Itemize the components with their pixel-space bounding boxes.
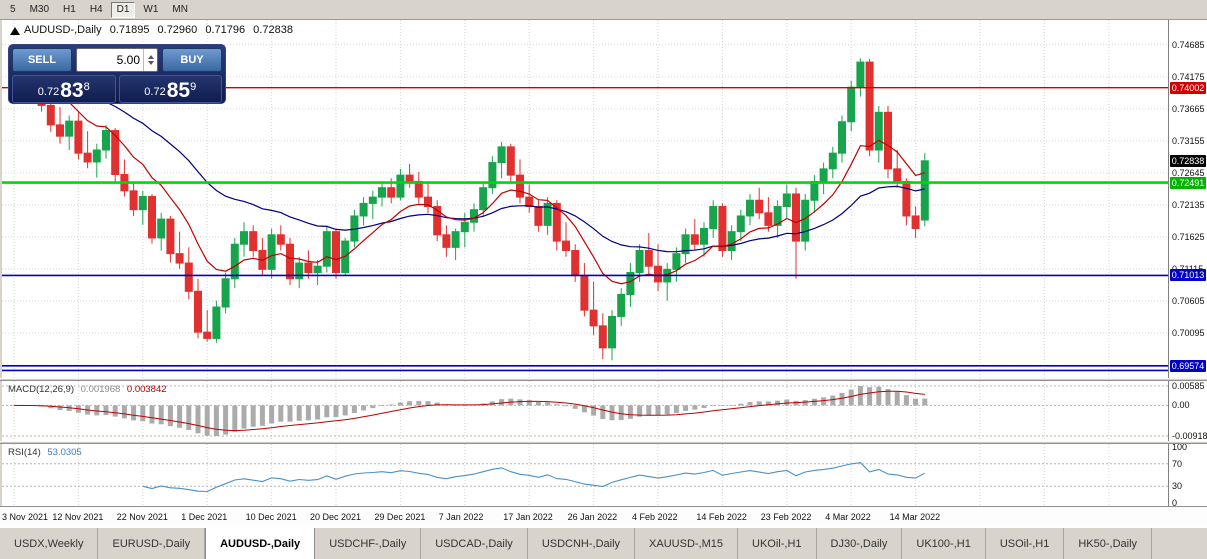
price-line-badge: 0.72838 — [1170, 154, 1206, 167]
buy-price-big: 85 — [166, 79, 191, 102]
chart-tab-ukoil-h1[interactable]: UKOil-,H1 — [738, 528, 817, 559]
chart-canvas[interactable] — [2, 20, 1168, 378]
chart-tab-bar: USDX,Weekly EURUSD-,Daily AUDUSD-,Daily USD… — [0, 527, 1207, 559]
price-axis-label: 0.72135 — [1172, 199, 1205, 210]
rsi-panel — [2, 444, 1168, 506]
timeframe-button-w1[interactable]: W1 — [137, 2, 164, 18]
price-axis-label: 0.73155 — [1172, 135, 1205, 146]
chart-tab-dj30-daily[interactable]: DJ30-,Daily — [817, 528, 903, 559]
lot-spinner[interactable] — [143, 49, 157, 71]
ohlc-high: 0.72960 — [157, 24, 198, 36]
timeframe-button-m30[interactable]: M30 — [24, 2, 55, 18]
price-axis-label: 70 — [1172, 458, 1183, 469]
price-axis-label: 0.70095 — [1172, 328, 1205, 339]
ohlc-open: 0.71895 — [109, 24, 150, 36]
macd-name: MACD(12,26,9) — [8, 384, 74, 395]
price-axis-label: 0.74685 — [1172, 39, 1205, 50]
chart-tab-usdchf-daily[interactable]: USDCHF-,Daily — [315, 528, 422, 559]
timeframe-button-d1[interactable]: D1 — [110, 1, 136, 18]
price-axis-label: 30 — [1172, 481, 1183, 492]
time-axis-label: 26 Jan 2022 — [567, 512, 618, 522]
time-axis-label: 29 Dec 2021 — [374, 512, 426, 522]
time-axis-label: 4 Mar 2022 — [825, 512, 871, 522]
time-axis-label: 23 Feb 2022 — [760, 512, 812, 522]
chart-tab-uk100-h1[interactable]: UK100-,H1 — [902, 528, 986, 559]
time-axis: 3 Nov 2021 12 Nov 2021 22 Nov 2021 1 Dec 20… — [0, 506, 1207, 527]
time-axis-label: 12 Nov 2021 — [52, 512, 104, 522]
one-click-trading-panel: SELL 5.00 BUY 0.72 83 8 0.72 85 9 — [8, 44, 226, 104]
time-axis-label: 14 Mar 2022 — [889, 512, 941, 522]
rsi-canvas[interactable] — [2, 444, 1168, 506]
price-axis-label: 0 — [1172, 498, 1178, 508]
price-axis: 0.74685 0.74175 0.73665 0.73155 0.72645 0.721… — [1168, 20, 1207, 508]
lot-size-value[interactable]: 5.00 — [116, 53, 140, 67]
timeframe-button-mn[interactable]: MN — [166, 2, 194, 18]
timeframe-toolbar: 5 M30 H1 H4 D1 W1 MN — [0, 0, 1207, 20]
ohlc-low: 0.71796 — [205, 24, 246, 36]
chart-tab-usdx-weekly[interactable]: USDX,Weekly — [0, 528, 99, 559]
sell-button[interactable]: SELL — [12, 48, 72, 72]
time-axis-label: 14 Feb 2022 — [696, 512, 747, 522]
price-axis-label: -0.00918 — [1172, 431, 1207, 441]
lot-size-input[interactable]: 5.00 — [76, 48, 158, 72]
chart-header: AUDUSD-,Daily 0.71895 0.72960 0.71796 0.… — [24, 24, 298, 36]
time-axis-label: 22 Nov 2021 — [116, 512, 168, 522]
time-axis-label: 17 Jan 2022 — [503, 512, 553, 522]
sell-price-prefix: 0.72 — [37, 86, 60, 98]
panel-separator[interactable] — [0, 378, 1207, 381]
time-axis-label: 3 Nov 2021 — [2, 512, 49, 522]
symbol-label: AUDUSD-,Daily — [24, 24, 102, 36]
macd-signal-value: 0.003842 — [126, 384, 167, 395]
price-line-badge: 0.69574 — [1170, 359, 1206, 372]
buy-price[interactable]: 0.72 85 9 — [118, 75, 222, 103]
price-axis-label: 0.70605 — [1172, 296, 1205, 307]
buy-price-prefix: 0.72 — [144, 86, 166, 98]
time-axis-label: 4 Feb 2022 — [632, 512, 678, 522]
rsi-value: 53.0305 — [47, 447, 82, 458]
one-click-toggle-arrow[interactable] — [10, 27, 20, 35]
chart-tab-hk50-daily[interactable]: HK50-,Daily — [1064, 528, 1153, 559]
timeframe-button-h4[interactable]: H4 — [84, 2, 109, 18]
price-line-badge: 0.74002 — [1170, 81, 1206, 94]
price-axis-label: 100 — [1172, 442, 1188, 452]
window-left-edge — [0, 20, 2, 507]
timeframe-button-5[interactable]: 5 — [4, 2, 22, 18]
price-axis-label: 0.00585 — [1172, 381, 1205, 391]
ohlc-close: 0.72838 — [253, 24, 293, 36]
price-axis-label: 0.71625 — [1172, 231, 1205, 242]
sell-price-sup: 8 — [83, 81, 90, 93]
time-axis-label: 1 Dec 2021 — [181, 512, 228, 522]
chart-tab-usdcnh-daily[interactable]: USDCNH-,Daily — [528, 528, 636, 559]
spinner-down-icon[interactable] — [147, 61, 154, 65]
rsi-name: RSI(14) — [8, 447, 41, 458]
time-axis-label: 7 Jan 2022 — [438, 512, 484, 522]
rsi-header: RSI(14) 53.0305 — [8, 447, 82, 458]
chart-tab-eurusd-daily[interactable]: EURUSD-,Daily — [98, 528, 206, 559]
price-axis-label: 0.72645 — [1172, 167, 1205, 178]
time-axis-label: 20 Dec 2021 — [310, 512, 362, 522]
macd-canvas[interactable] — [2, 381, 1168, 441]
buy-button[interactable]: BUY — [162, 48, 222, 72]
chart-tab-usoil-h1[interactable]: USOil-,H1 — [986, 528, 1065, 559]
price-axis-label: 0.00 — [1172, 400, 1190, 411]
price-axis-label: 0.73665 — [1172, 103, 1205, 114]
price-axis-label: 0.74175 — [1172, 71, 1205, 82]
chart-tab-xauusd-m15[interactable]: XAUUSD-,M15 — [635, 528, 739, 559]
price-line-badge: 0.71013 — [1170, 269, 1206, 282]
time-axis-label: 10 Dec 2021 — [245, 512, 297, 522]
macd-main-value: 0.001968 — [80, 384, 121, 395]
sell-price-big: 83 — [60, 79, 84, 102]
chart-tab-usdcad-daily[interactable]: USDCAD-,Daily — [421, 528, 528, 559]
panel-separator[interactable] — [0, 441, 1207, 444]
macd-panel — [2, 381, 1168, 441]
price-axis-label: 0.71115 — [1172, 264, 1203, 274]
chart-tab-audusd-daily[interactable]: AUDUSD-,Daily — [205, 528, 316, 559]
timeframe-button-h1[interactable]: H1 — [57, 2, 82, 18]
price-line-badge: 0.72491 — [1170, 176, 1206, 189]
buy-price-sup: 9 — [190, 81, 197, 93]
macd-header: MACD(12,26,9) 0.001968 0.003842 — [8, 384, 167, 395]
sell-price[interactable]: 0.72 83 8 — [12, 75, 116, 103]
spinner-up-icon[interactable] — [147, 55, 154, 59]
